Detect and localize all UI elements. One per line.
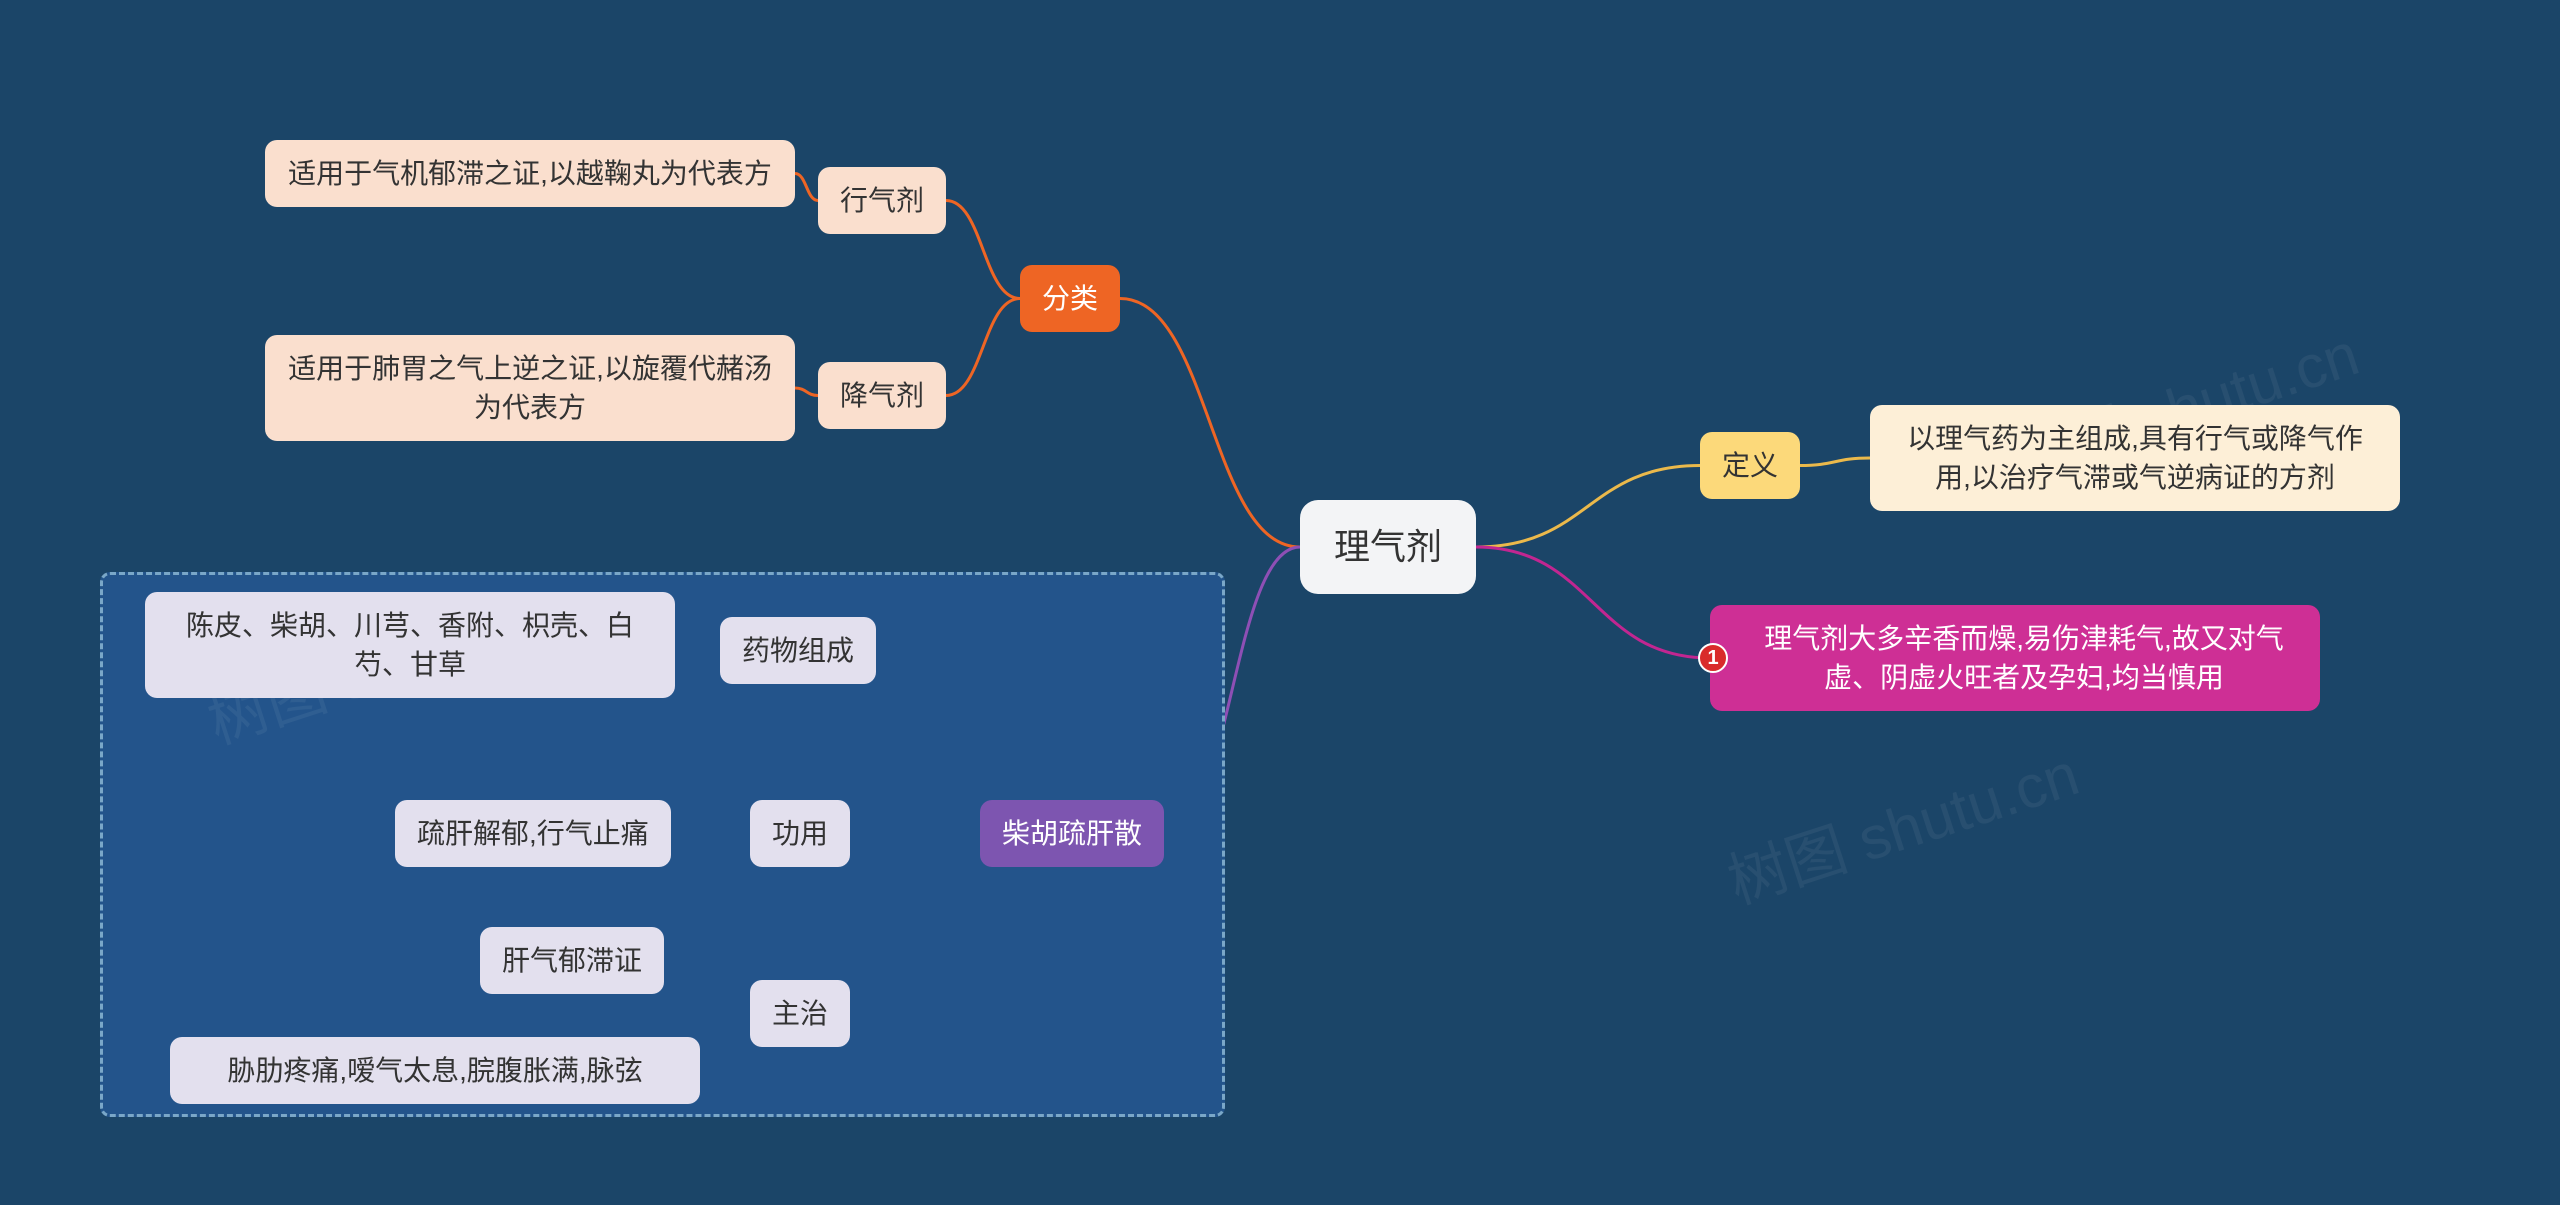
node-label: 分类 [1042,279,1098,318]
node-label: 行气剂 [840,181,924,220]
node-label: 柴胡疏肝散 [1002,814,1142,853]
node-zhuzhi_desc2[interactable]: 胁肋疼痛,嗳气太息,脘腹胀满,脉弦 [170,1037,700,1104]
node-xingqi_desc[interactable]: 适用于气机郁滞之证,以越鞠丸为代表方 [265,140,795,207]
node-label: 适用于气机郁滞之证,以越鞠丸为代表方 [288,154,772,193]
node-label: 主治 [772,994,828,1033]
node-def_text[interactable]: 以理气药为主组成,具有行气或降气作用,以治疗气滞或气逆病证的方剂 [1870,405,2400,511]
node-yaowu_desc[interactable]: 陈皮、柴胡、川芎、香附、枳壳、白芍、甘草 [145,592,675,698]
node-label: 胁肋疼痛,嗳气太息,脘腹胀满,脉弦 [227,1051,642,1090]
node-label: 功用 [772,814,828,853]
node-zhuzhi_desc1[interactable]: 肝气郁滞证 [480,927,664,994]
node-label: 理气剂大多辛香而燥,易伤津耗气,故又对气虚、阴虚火旺者及孕妇,均当慎用 [1750,619,2298,697]
node-yaowu[interactable]: 药物组成 [720,617,876,684]
node-label: 陈皮、柴胡、川芎、香附、枳壳、白芍、甘草 [167,606,653,684]
node-xingqi[interactable]: 行气剂 [818,167,946,234]
node-label: 降气剂 [840,376,924,415]
node-zhuzhi[interactable]: 主治 [750,980,850,1047]
priority-badge: 1 [1698,643,1728,673]
root-node[interactable]: 理气剂 [1300,500,1476,594]
node-label: 肝气郁滞证 [502,941,642,980]
node-label: 适用于肺胃之气上逆之证,以旋覆代赭汤为代表方 [287,349,773,427]
node-chaihu[interactable]: 柴胡疏肝散 [980,800,1164,867]
node-label: 疏肝解郁,行气止痛 [417,814,649,853]
node-label: 定义 [1722,446,1778,485]
watermark-text: 树图 shutu.cn [1715,726,2088,921]
node-label: 药物组成 [742,631,854,670]
node-gongyong_desc[interactable]: 疏肝解郁,行气止痛 [395,800,671,867]
node-definition[interactable]: 定义 [1700,432,1800,499]
node-label: 以理气药为主组成,具有行气或降气作用,以治疗气滞或气逆病证的方剂 [1892,419,2378,497]
node-gongyong[interactable]: 功用 [750,800,850,867]
node-caution[interactable]: 理气剂大多辛香而燥,易伤津耗气,故又对气虚、阴虚火旺者及孕妇,均当慎用1 [1710,605,2320,711]
node-category[interactable]: 分类 [1020,265,1120,332]
node-jiangqi[interactable]: 降气剂 [818,362,946,429]
node-jiangqi_desc[interactable]: 适用于肺胃之气上逆之证,以旋覆代赭汤为代表方 [265,335,795,441]
